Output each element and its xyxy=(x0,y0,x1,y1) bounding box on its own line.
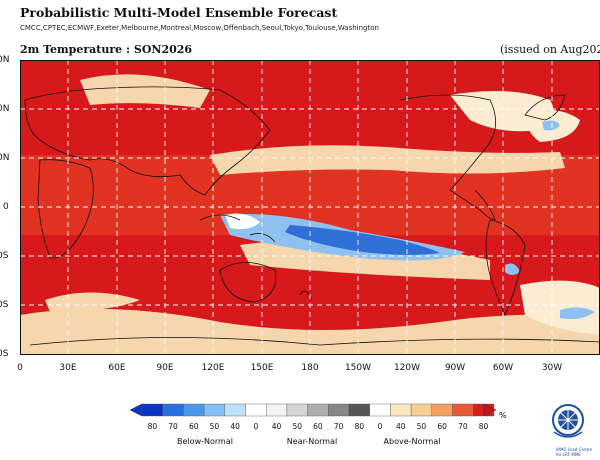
legend-swatch xyxy=(431,403,453,417)
lat-label: 0S xyxy=(0,300,9,310)
legend-swatch xyxy=(452,403,474,417)
legend-swatch xyxy=(141,403,163,417)
lat-label: 0N xyxy=(0,153,10,163)
lon-label: 90W xyxy=(444,363,466,373)
legend-tick-label: 80 xyxy=(147,422,158,431)
legend-swatch xyxy=(286,403,308,417)
lat-label: 0S xyxy=(0,349,9,359)
legend-swatch xyxy=(265,403,288,417)
legend-tick-label: 80 xyxy=(354,422,365,431)
lat-label: 0N xyxy=(0,104,10,114)
contributing-centres: CMCC,CPTEC,ECMWF,Exeter,Melbourne,Montre… xyxy=(20,24,379,32)
legend-tick-label: 0 xyxy=(253,422,259,431)
legend-tick-label: 40 xyxy=(230,422,240,431)
lon-label: 30W xyxy=(541,363,563,373)
legend-tick-label: 0 xyxy=(377,422,383,431)
lon-label: 150W xyxy=(344,363,372,373)
lat-label: 0N xyxy=(0,55,10,65)
lon-label: 150E xyxy=(250,363,274,373)
wmo-logo-icon xyxy=(552,404,584,438)
forecast-map xyxy=(20,60,600,355)
wmo-logo-text: WMO Lead Centre for LRF-MME xyxy=(556,447,593,457)
lon-label: 60W xyxy=(492,363,514,373)
north-atlantic-blue-spot xyxy=(542,120,560,131)
legend-cells xyxy=(141,403,495,417)
lat-lon-grid xyxy=(20,60,600,355)
legend-tick-label: 50 xyxy=(209,422,220,431)
legend-tick-label: 60 xyxy=(437,422,447,431)
legend-tick-label: 50 xyxy=(416,422,427,431)
legend-tick-label: 50 xyxy=(292,422,303,431)
lon-label: 60E xyxy=(108,363,126,373)
coastlines xyxy=(24,86,600,346)
lon-label: 180 xyxy=(301,363,319,373)
issued-date: (issued on Aug2026 xyxy=(500,43,600,56)
lon-label: 30E xyxy=(59,363,77,373)
legend-arrow-left xyxy=(130,403,143,417)
forecast-title: Probabilistic Multi-Model Ensemble Forec… xyxy=(20,5,338,20)
lon-label: 0 xyxy=(17,363,23,373)
legend-tick-label: 70 xyxy=(168,422,178,431)
legend-category-above: Above-Normal xyxy=(383,437,441,446)
lon-label: 120W xyxy=(393,363,421,373)
south-america-blue-spot xyxy=(505,263,520,275)
legend-category-below: Below-Normal xyxy=(177,437,233,446)
lat-label: 0 xyxy=(3,202,9,212)
legend-tick-label: 40 xyxy=(395,422,406,431)
legend-arrow-right xyxy=(483,403,497,417)
map-title: 2m Temperature : SON2026 xyxy=(20,43,193,56)
legend-tick-label: 60 xyxy=(313,422,323,431)
legend-tick-label: 70 xyxy=(333,422,344,431)
legend-tick-label: 80 xyxy=(478,422,489,431)
legend-swatch xyxy=(183,403,205,417)
legend-swatch xyxy=(328,403,350,417)
legend-unit: % xyxy=(499,411,507,420)
lon-label: 90E xyxy=(156,363,174,373)
legend-swatch xyxy=(307,403,329,417)
lon-label: 120E xyxy=(201,363,225,373)
legend-swatch xyxy=(162,403,184,417)
legend-colorbar xyxy=(130,403,497,417)
southern-blue-spot xyxy=(560,307,595,320)
south-atlantic-pale-patch xyxy=(520,280,600,335)
legend-tick-label: 60 xyxy=(188,422,199,431)
equatorial-pacific-blue-core xyxy=(285,225,440,255)
north-pacific-tan-band xyxy=(210,145,565,175)
legend-swatch xyxy=(369,403,391,417)
arctic-tan-patch xyxy=(80,74,210,108)
indian-ocean-tan-patch xyxy=(45,292,140,312)
legend-tick-label: 70 xyxy=(458,422,468,431)
legend-swatch xyxy=(203,403,225,417)
legend-swatch xyxy=(390,403,412,417)
legend-swatch xyxy=(245,403,267,417)
legend-tick-label: 40 xyxy=(271,422,282,431)
legend-swatch xyxy=(224,403,246,417)
legend-swatch xyxy=(410,403,433,417)
legend-category-near: Near-Normal xyxy=(286,437,338,446)
legend-swatch xyxy=(348,403,370,417)
lat-label: 0S xyxy=(0,251,9,261)
